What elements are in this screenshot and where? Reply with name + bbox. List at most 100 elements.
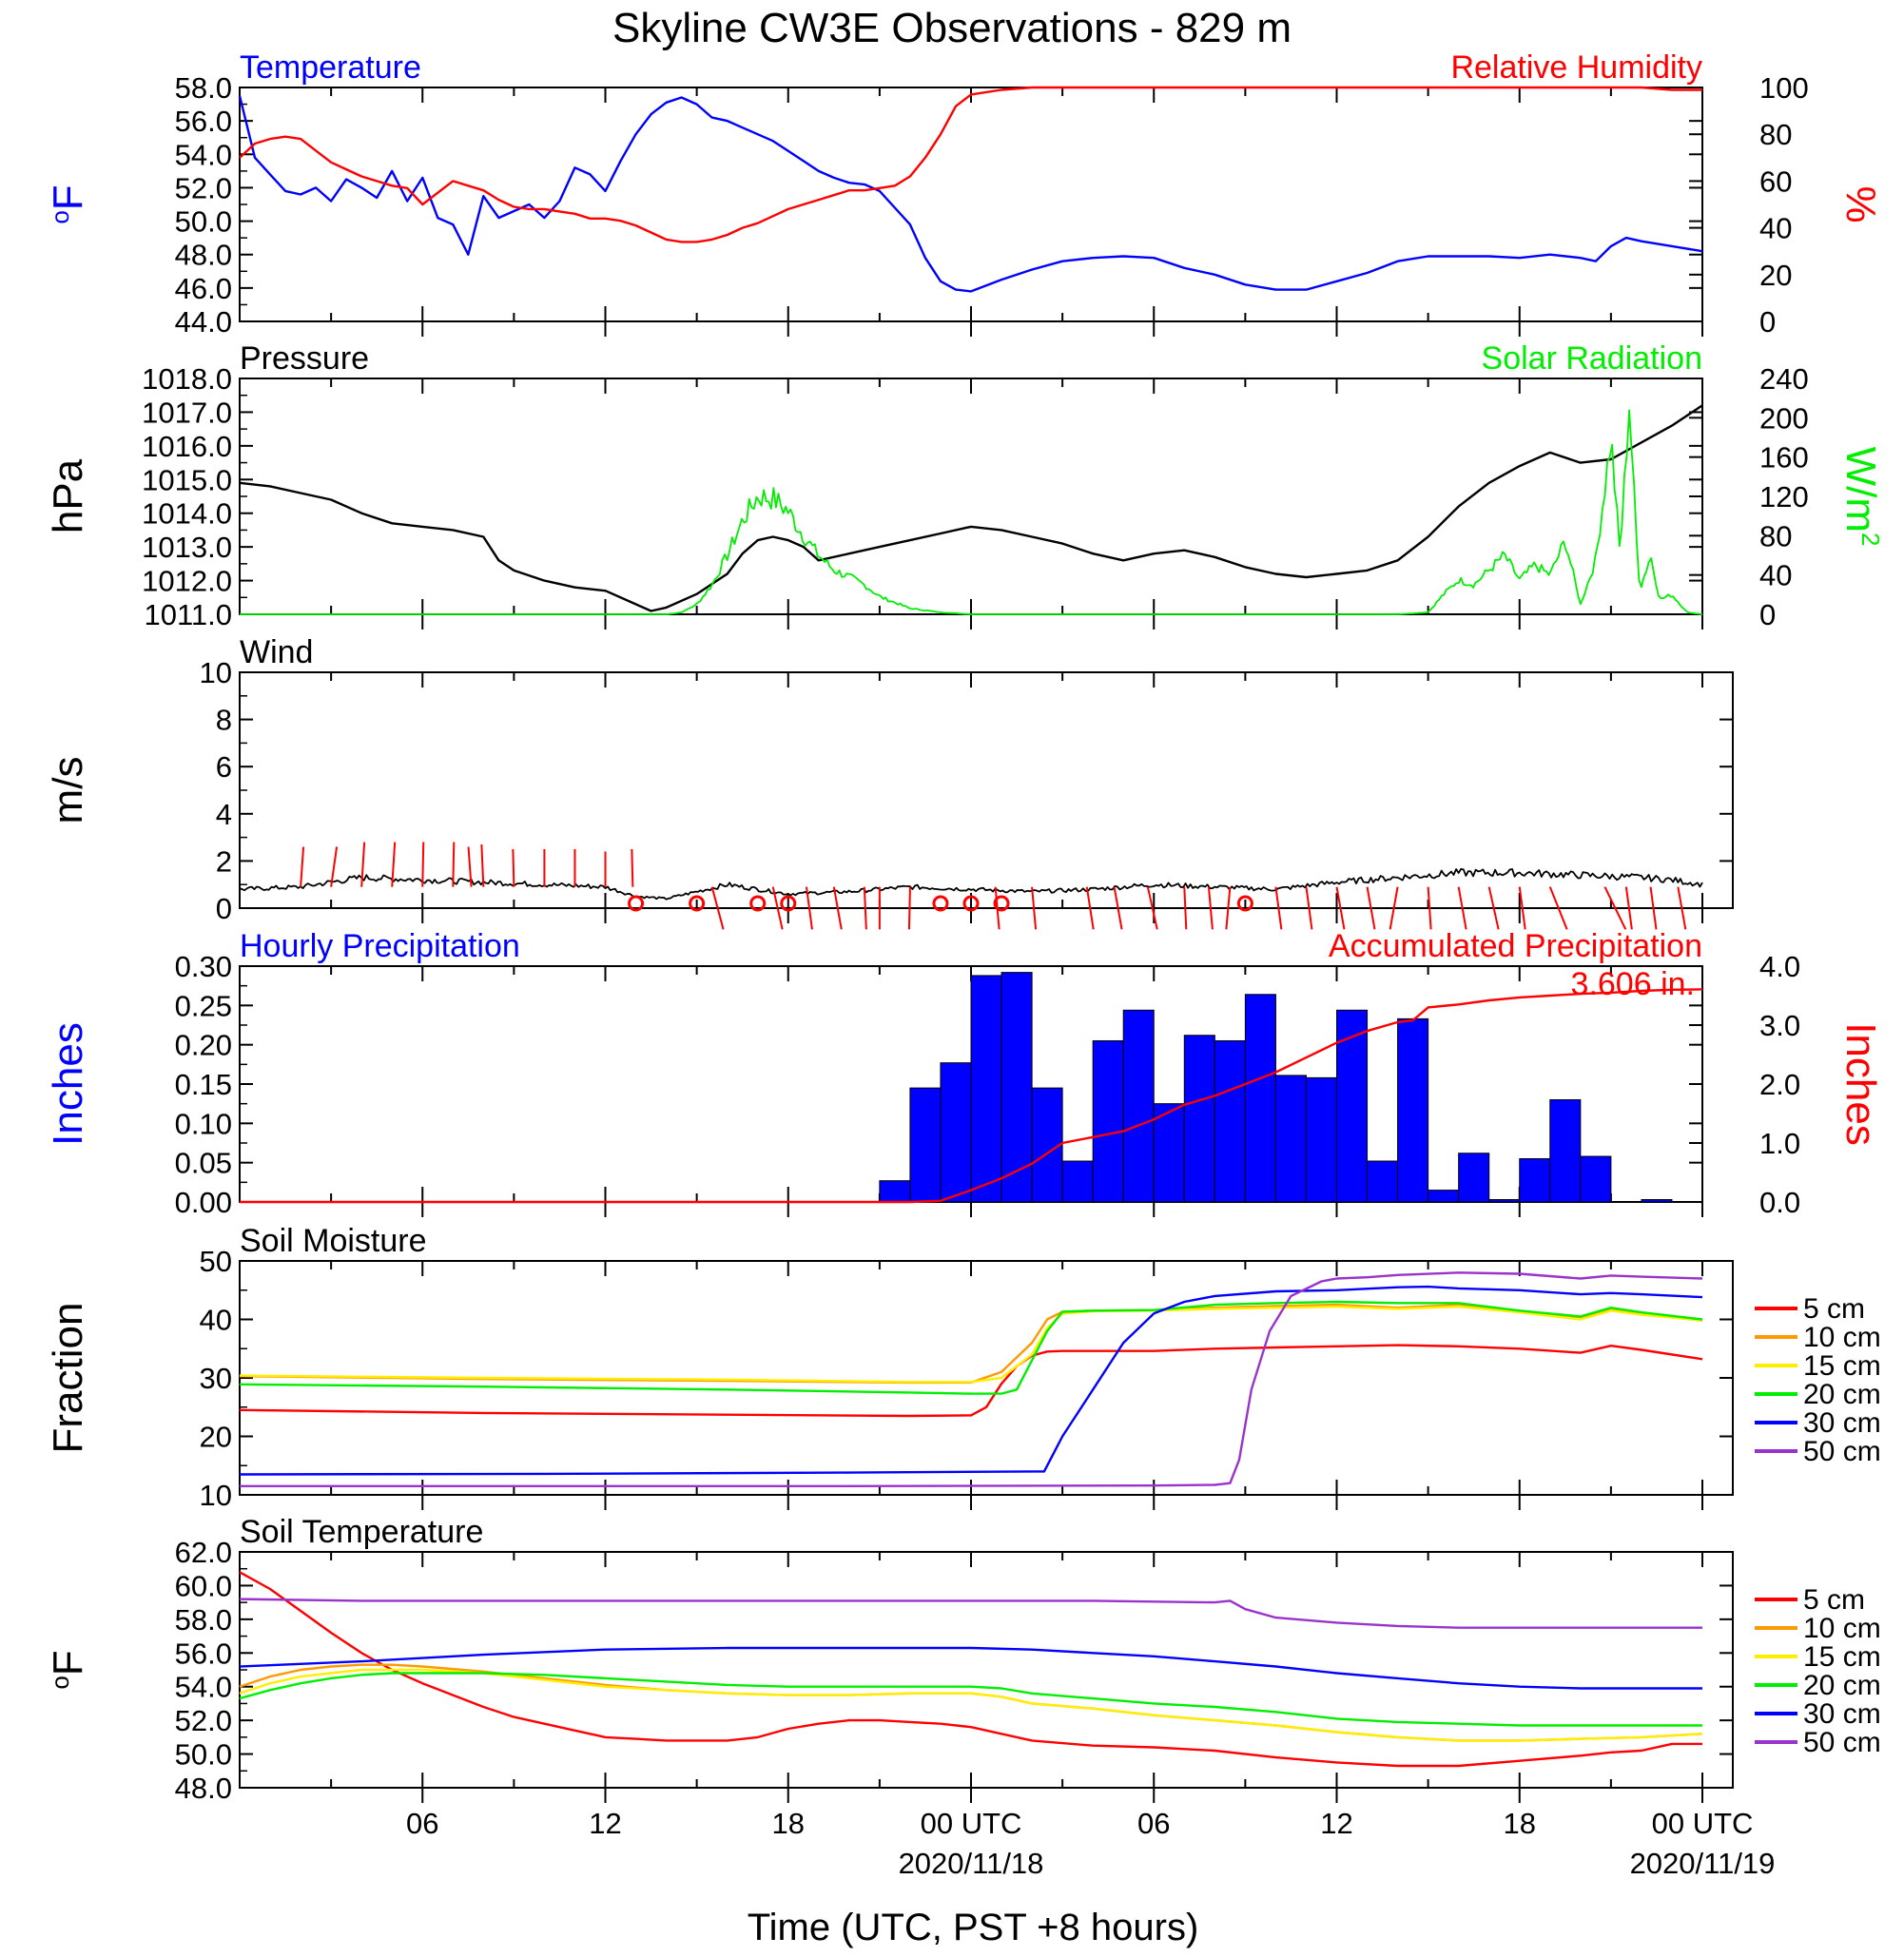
- y-axis-label-left: hPa: [45, 458, 91, 533]
- y-tick-label: 2: [216, 844, 232, 878]
- x-tick-label: 18: [1504, 1807, 1536, 1840]
- legend-label: 30 cm: [1803, 1407, 1881, 1439]
- accumulated-precip-line: [240, 988, 1703, 1204]
- y-tick-label: 6: [216, 750, 232, 784]
- y-right-tick-label: 3.0: [1759, 1009, 1800, 1042]
- precip-bar: [1549, 1099, 1582, 1203]
- wind-barb: [1518, 886, 1526, 930]
- calm-wind-marker: [1236, 895, 1253, 912]
- y-tick-label: 1017.0: [142, 396, 232, 429]
- y-tick-label: 10: [200, 656, 232, 689]
- panel-title-left: Pressure: [240, 340, 369, 377]
- precip-bar: [1519, 1158, 1551, 1203]
- legend-label: 20 cm: [1803, 1670, 1881, 1701]
- wind-barb: [467, 846, 473, 887]
- legend-label: 20 cm: [1803, 1379, 1881, 1410]
- y-tick-label: 1013.0: [142, 531, 232, 564]
- precip-bar: [879, 1180, 911, 1203]
- panel-soil-temperature: 62.060.058.056.054.052.050.048.0 Soil Tem…: [45, 1514, 1881, 1805]
- wind-barb: [480, 843, 485, 887]
- y-axis-label-right: W/m2: [1837, 447, 1885, 547]
- y-tick-label: 0.10: [175, 1107, 232, 1140]
- y-tick-label: 0.25: [175, 989, 232, 1022]
- y-tick-label: 0.20: [175, 1029, 232, 1062]
- wind-barb: [771, 886, 784, 930]
- panel-hourly-precipitation: 0.30 0.25 0.20 0.15 0.10 0.05 0.00 4.0 3.0 2.0 1.0…: [45, 928, 1884, 1219]
- y-axis-label-left: oF: [45, 184, 91, 223]
- series-line-30-cm: [239, 1285, 1703, 1476]
- y-tick-label: 1011.0: [144, 598, 232, 631]
- y-tick-label: 1015.0: [142, 463, 232, 496]
- x-tick-label: 06: [406, 1807, 438, 1840]
- wind-barb: [1603, 886, 1627, 930]
- y-tick-label: 40: [200, 1304, 232, 1337]
- series-line-15-cm: [239, 1668, 1703, 1742]
- wind-barb: [1225, 886, 1232, 930]
- y-right-tick-label: 80: [1759, 118, 1792, 151]
- y-axis-label-right: %: [1837, 185, 1884, 223]
- precip-bar: [940, 1062, 972, 1203]
- y-right-tick-label: 80: [1759, 519, 1792, 552]
- precip-bar: [1244, 994, 1276, 1203]
- precip-bar: [1397, 1017, 1429, 1203]
- panel-title-left: Temperature: [240, 49, 421, 86]
- wind-barb: [1389, 886, 1399, 930]
- y-tick-label: 58.0: [175, 71, 232, 105]
- y-tick-label: 0.30: [175, 950, 232, 983]
- calm-wind-marker: [780, 895, 797, 912]
- panel-title-left: Soil Temperature: [240, 1514, 483, 1550]
- legend-label: 5 cm: [1803, 1584, 1865, 1616]
- x-tick-label: 12: [1320, 1807, 1352, 1840]
- panel-title-left: Hourly Precipitation: [240, 928, 520, 964]
- y-axis-label-unit: F: [45, 1650, 91, 1676]
- wind-barb: [330, 846, 339, 887]
- y-tick-label: 50: [200, 1245, 232, 1278]
- y-tick-label: 56.0: [175, 105, 232, 138]
- y-axis-label-left: Fraction: [45, 1303, 91, 1454]
- series-line-50-cm: [240, 1271, 1703, 1488]
- precip-bar: [1336, 1009, 1369, 1203]
- panel-temperature: 58.056.054.052.050.048.046.044.0 100 80 60 4…: [45, 49, 1884, 339]
- wind-barb: [1335, 886, 1346, 930]
- panel-title-left: Wind: [240, 634, 313, 670]
- precip-bar: [1092, 1040, 1124, 1203]
- y-tick-label: 0.15: [175, 1068, 232, 1101]
- x-tick-label: 00 UTC: [1652, 1807, 1754, 1840]
- superscript-2: 2: [1856, 533, 1885, 546]
- precip-bar: [1061, 1160, 1094, 1203]
- x-tick-label: 12: [589, 1807, 621, 1840]
- wind-barb: [391, 842, 397, 887]
- precip-bar: [1122, 1009, 1155, 1203]
- y-tick-label: 48.0: [175, 239, 232, 272]
- y-tick-label: 54.0: [175, 1671, 232, 1704]
- panel-title-left: Soil Moisture: [240, 1223, 427, 1259]
- wind-barb: [1366, 886, 1376, 930]
- precip-bar: [909, 1087, 942, 1203]
- wind-barb: [1305, 886, 1313, 930]
- plot-frame: [239, 87, 1703, 322]
- accumulated-total-label: 3.606 in.: [1571, 966, 1695, 1002]
- y-tick-label: 44.0: [175, 305, 232, 339]
- wind-barb: [832, 886, 843, 930]
- series-line-solar-radiation: [240, 409, 1703, 615]
- y-tick-label: 52.0: [175, 171, 232, 204]
- wind-barb: [1031, 886, 1038, 930]
- series-line-50-cm: [239, 1598, 1702, 1629]
- y-tick-label: 1016.0: [142, 430, 232, 463]
- y-tick-label: 52.0: [175, 1704, 232, 1737]
- degree-symbol: o: [46, 1676, 74, 1689]
- y-right-tick-label: 1.0: [1759, 1127, 1800, 1160]
- y-axis-label-right: Inches: [1837, 1022, 1884, 1146]
- wind-barb: [1207, 886, 1214, 930]
- figure-title: Skyline CW3E Observations - 829 m: [612, 5, 1292, 51]
- y-tick-label: 0.05: [175, 1147, 232, 1180]
- y-right-tick-label: 160: [1759, 441, 1809, 475]
- y-axis-label-unit: F: [45, 184, 91, 210]
- wind-barb: [1146, 886, 1158, 930]
- panel-wind: 10 8 6 4 2 0 Wind m/s: [45, 634, 1734, 930]
- legend-label: 30 cm: [1803, 1698, 1881, 1730]
- panel-title-right: Relative Humidity: [1450, 49, 1702, 86]
- precip-bar: [1580, 1155, 1612, 1203]
- y-right-tick-label: 0: [1759, 598, 1776, 631]
- precip-bar: [1274, 1075, 1307, 1203]
